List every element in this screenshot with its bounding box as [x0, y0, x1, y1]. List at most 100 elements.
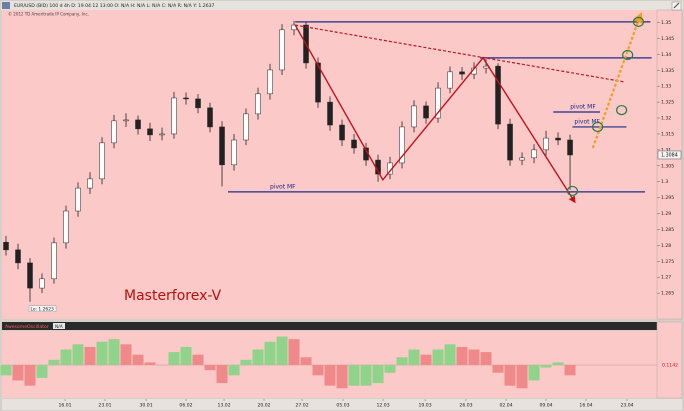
candle-body [399, 126, 405, 164]
watermark: Masterforex-V [124, 288, 222, 304]
y-tick-label: 1.315 [661, 131, 674, 137]
projection-line [591, 11, 644, 149]
oscillator-bar [456, 346, 468, 365]
oscillator-bar [228, 365, 240, 376]
oscillator-bar [480, 352, 492, 365]
candle-body [159, 133, 165, 136]
candle-body [63, 210, 69, 244]
candle-body [51, 242, 57, 280]
candle-body [243, 113, 249, 141]
candle-body [543, 137, 549, 151]
oscillator-status-box [53, 323, 65, 329]
y-tick-label: 1.325 [661, 100, 674, 106]
copyright: © 2012 TD Ameritrade IP Company, Inc. [8, 12, 89, 17]
candle-body [147, 128, 153, 136]
oscillator-bar [36, 365, 48, 378]
target-circle [616, 104, 628, 116]
candle-body [267, 69, 273, 95]
oscillator-bar [348, 365, 360, 386]
candle-body [15, 249, 21, 264]
x-tick-label: 26.03 [459, 403, 472, 409]
oscillator-bar [492, 365, 504, 373]
candle-body [447, 71, 453, 89]
candle-body [231, 139, 237, 166]
candle-body [135, 119, 141, 130]
x-tick-label: 13.02 [217, 403, 230, 409]
oscillator-bar [528, 365, 540, 381]
y-tick-label: 1.27 [661, 275, 671, 281]
y-tick-label: 1.265 [661, 291, 674, 297]
candle-body [567, 139, 573, 156]
trend-line [294, 24, 576, 204]
oscillator-bar [108, 339, 120, 365]
oscillator-bar [24, 365, 36, 386]
oscillator-bar [264, 341, 276, 365]
y-tick-label: 1.305 [661, 163, 674, 169]
candle-body [219, 126, 225, 166]
last-price: 1.3084 [661, 152, 678, 158]
candle-body [3, 241, 9, 251]
time-axis [2, 399, 682, 410]
oscillator-bar [240, 359, 252, 365]
x-tick-label: 27.02 [295, 403, 308, 409]
oscillator-bar [288, 339, 300, 365]
oscillator-bar [12, 365, 24, 381]
marks: 1.265 1.27 1.275 1.28 1.285 1.29 1.295 1.3 1.305… [0, 11, 682, 409]
oscillator-bar [468, 349, 480, 365]
y-tick-label: 1.34 [661, 52, 671, 58]
oscillator-bar [564, 365, 576, 376]
oscillator-header [2, 322, 657, 330]
candle-body [123, 119, 129, 122]
oscillator-bar [312, 365, 324, 376]
oscillator-bar [420, 354, 432, 365]
y-tick-label: 1.335 [661, 68, 674, 74]
candle-body [555, 137, 561, 141]
target-circle [592, 121, 604, 133]
oscillator-bar [192, 354, 204, 365]
low-label: Lo: 1.2623 [31, 306, 54, 312]
symbol-icon [2, 2, 10, 9]
oscillator-bar [432, 349, 444, 365]
target-circle [566, 185, 579, 197]
y-tick-label: 1.3 [661, 179, 668, 185]
oscillator-bar [96, 341, 108, 365]
candle-body [339, 124, 345, 141]
oscillator-bar [216, 365, 228, 384]
plot-area [2, 10, 657, 319]
candle-body [495, 65, 501, 125]
header-bar [1, 1, 683, 10]
oscillator-status: N/A [55, 324, 63, 330]
y-tick-label: 1.295 [661, 195, 674, 201]
candle-body [411, 105, 417, 128]
oscillator-name: AwesomeOscillator [5, 324, 49, 330]
candle-body [435, 87, 441, 119]
candle-body [171, 97, 177, 135]
oscillator-bar [60, 349, 72, 365]
oscillator-bar [168, 352, 180, 365]
oscillator-bar [552, 362, 564, 365]
oscillator-bar [144, 362, 156, 365]
x-tick-label: 06.02 [179, 403, 192, 409]
oscillator-bar [516, 365, 528, 389]
oscillator-bar [120, 344, 132, 365]
oscillator-bar [252, 349, 264, 365]
oscillator-readout: 0.1142 [662, 363, 678, 369]
oscillator-bar [132, 354, 144, 365]
x-tick-label: 23.04 [620, 403, 633, 409]
x-tick-label: 02.04 [499, 403, 512, 409]
price-axis [656, 9, 683, 320]
oscillator-bar [324, 365, 336, 386]
candle-body [207, 107, 213, 128]
oscillator-bar [204, 365, 216, 371]
candle-body [459, 71, 465, 75]
oscillator-bar [48, 359, 60, 365]
target-circle [622, 49, 634, 61]
y-tick-label: 1.31 [661, 147, 671, 153]
x-tick-label: 09.04 [539, 403, 552, 409]
oscillator-bar [300, 357, 312, 365]
candle-body [75, 187, 81, 212]
settings-icon[interactable] [671, 1, 682, 11]
pivot-label: pivot MF [574, 118, 600, 125]
oscillator-bar [84, 346, 96, 365]
